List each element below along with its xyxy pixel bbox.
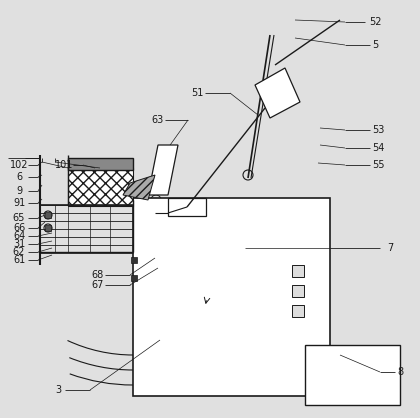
Text: 67: 67 [92,280,104,290]
Text: 102: 102 [10,160,28,170]
Text: 5: 5 [372,40,378,50]
Text: 62: 62 [13,247,25,257]
Text: 54: 54 [372,143,384,153]
Text: 9: 9 [16,186,22,196]
Text: 91: 91 [13,198,25,208]
Bar [133,198,330,396]
Text: 55: 55 [372,160,384,170]
Text: 6: 6 [16,172,22,182]
Bar [131,257,137,263]
Bar [292,285,304,297]
Text: 66: 66 [13,223,25,233]
Bar [305,345,400,405]
Bar [68,168,133,206]
Text: 63: 63 [151,115,163,125]
Bar [292,265,304,277]
Polygon shape [148,145,178,195]
Text: 61: 61 [13,255,25,265]
Bar [131,275,137,281]
Text: 8: 8 [397,367,403,377]
Text: 68: 68 [92,270,104,280]
Text: 101: 101 [55,160,73,170]
Bar [68,158,133,170]
Text: 3: 3 [55,385,61,395]
Text: 51: 51 [191,88,203,98]
Text: 64: 64 [13,231,25,241]
Bar [45,212,51,218]
Text: 7: 7 [387,243,393,253]
Text: 53: 53 [372,125,384,135]
Polygon shape [123,175,155,200]
Text: 52: 52 [369,17,381,27]
Polygon shape [255,68,300,118]
Text: 31: 31 [13,239,25,249]
Bar [168,198,206,216]
Bar [45,225,51,231]
Text: 65: 65 [13,213,25,223]
Bar [292,305,304,317]
